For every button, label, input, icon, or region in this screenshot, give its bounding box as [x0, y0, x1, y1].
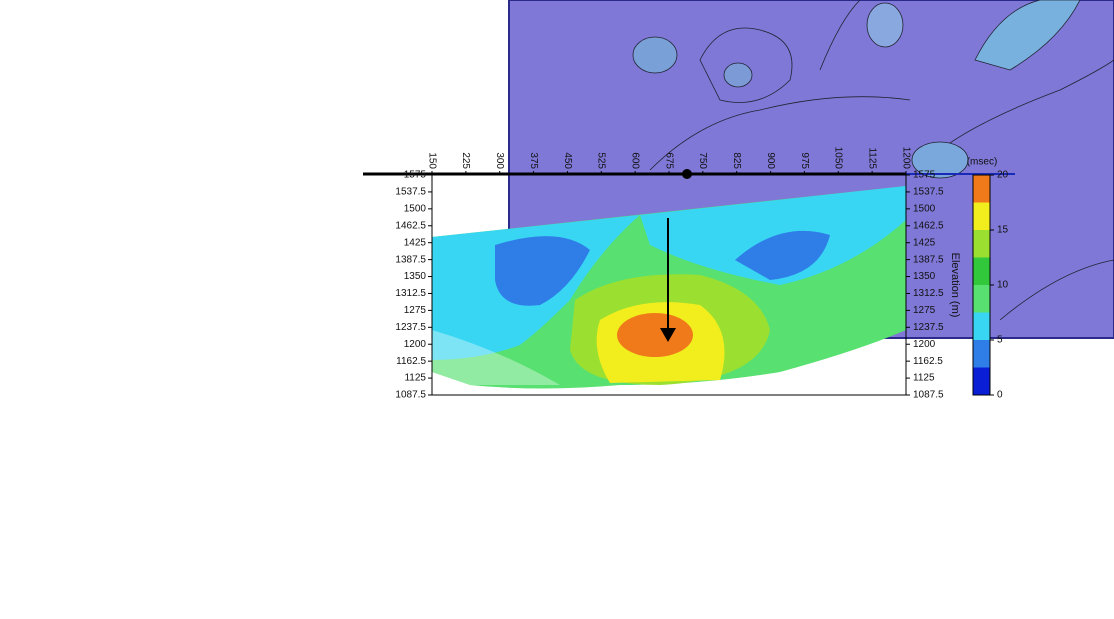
colorbar-band — [973, 230, 990, 258]
x-tick-label: 975 — [799, 152, 810, 169]
y-tick-label-left: 1537.5 — [395, 187, 426, 198]
y-tick-label-left: 1125 — [404, 373, 426, 384]
colorbar-band — [973, 202, 990, 230]
arrow-head — [660, 328, 676, 342]
x-tick-label: 225 — [460, 152, 471, 169]
map-contours — [632, 0, 1114, 321]
y-tick-label-right: 1500 — [913, 203, 936, 214]
y-tick-label-left: 1275 — [404, 305, 427, 316]
y-tick-label-right: 1387.5 — [913, 254, 944, 265]
colorbar-band — [973, 285, 990, 313]
colorbar-tick-label: 5 — [997, 335, 1003, 346]
y-tick-label-right: 1350 — [913, 271, 936, 282]
y-tick-label-right: 1462.5 — [913, 220, 944, 231]
y-tick-label-left: 1237.5 — [395, 322, 426, 333]
y-tick-label-left: 1575 — [404, 170, 427, 181]
colorbar-tick-label: 0 — [997, 390, 1003, 401]
x-tick-label: 525 — [596, 152, 607, 169]
y-tick-label-left: 1162.5 — [396, 356, 426, 367]
x-tick-label: 375 — [528, 152, 539, 169]
colorbar-tick-label: 20 — [997, 170, 1009, 181]
colorbar-band — [973, 367, 990, 395]
y-axis-title: Elevation (m) — [949, 253, 961, 318]
y-tick-label-left: 1500 — [404, 203, 427, 214]
x-tick-label: 900 — [765, 152, 776, 169]
x-tick-label: 1125 — [867, 147, 878, 169]
y-tick-label-right: 1237.5 — [913, 322, 944, 333]
x-tick-label: 825 — [731, 152, 742, 169]
x-tick-label: 1200 — [900, 147, 911, 170]
y-tick-label-left: 1462.5 — [395, 220, 426, 231]
x-tick-label: 150 — [426, 152, 437, 169]
profile-point — [682, 169, 692, 179]
x-tick-label: 750 — [697, 152, 708, 169]
x-tick-label: 1050 — [833, 147, 844, 170]
y-tick-label-right: 1425 — [913, 237, 936, 248]
y-tick-label-right: 1275 — [913, 305, 936, 316]
y-tick-label-right: 1125 — [913, 373, 935, 384]
y-tick-label-right: 1312.5 — [913, 288, 944, 299]
colorbar-tick-label: 10 — [997, 280, 1009, 291]
x-tick-label: 300 — [494, 152, 505, 169]
x-tick-label: 675 — [663, 152, 674, 169]
y-tick-label-left: 1200 — [404, 339, 427, 350]
y-tick-label-left: 1312.5 — [395, 288, 426, 299]
y-tick-label-right: 1162.5 — [913, 356, 943, 367]
colorbar-band — [973, 312, 990, 340]
y-tick-label-left: 1387.5 — [395, 254, 426, 265]
colorbar-tick-label: 15 — [997, 225, 1009, 236]
y-tick-label-left: 1350 — [404, 271, 427, 282]
x-tick-label: 600 — [630, 152, 641, 169]
y-tick-label-right: 1087.5 — [913, 390, 944, 401]
x-tick-label: 450 — [562, 152, 573, 169]
colorbar-band — [973, 340, 990, 368]
y-tick-label-right: 1537.5 — [913, 187, 944, 198]
y-tick-label-left: 1087.5 — [395, 390, 426, 401]
colorbar-band — [973, 257, 990, 285]
colorbar-title: (msec) — [967, 157, 998, 168]
y-tick-label-left: 1425 — [404, 237, 427, 248]
y-tick-label-right: 1200 — [913, 339, 936, 350]
colorbar-band — [973, 175, 990, 203]
y-tick-label-right: 1575 — [913, 170, 936, 181]
